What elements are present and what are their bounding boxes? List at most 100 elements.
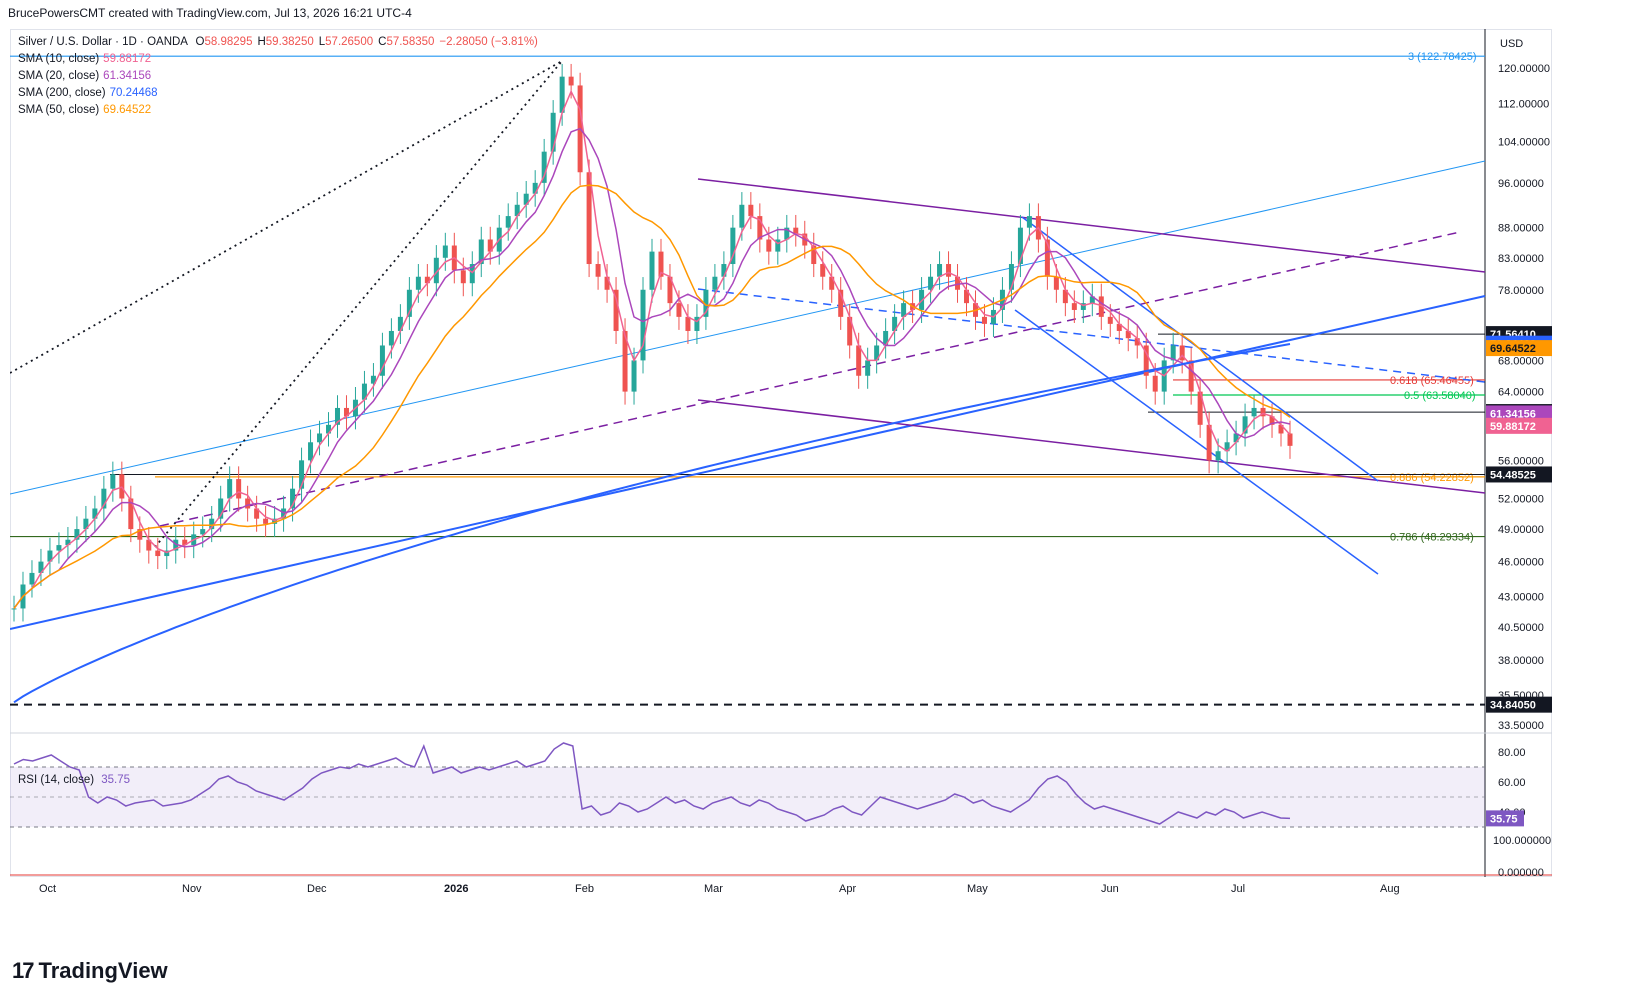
candle-body — [1179, 345, 1185, 361]
candle-body — [433, 257, 439, 284]
time-tick-label: Aug — [1380, 883, 1400, 895]
candle-body — [604, 276, 610, 290]
candle — [640, 277, 646, 374]
price-tick-label: 78.00000 — [1498, 285, 1544, 297]
candle-body — [218, 498, 224, 519]
candle — [586, 159, 592, 278]
candle-body — [937, 264, 943, 277]
candle — [775, 226, 781, 265]
candle — [478, 226, 484, 278]
candle — [334, 395, 340, 438]
candle — [1089, 283, 1095, 317]
candle-body — [622, 330, 628, 392]
candle-body — [775, 239, 781, 252]
candle — [1242, 403, 1248, 447]
price-badge: 54.48525 — [1486, 466, 1552, 483]
time-tick-label: Feb — [575, 883, 594, 895]
candle-body — [245, 498, 251, 509]
candle — [317, 420, 323, 456]
price-badge: 34.84050 — [1486, 696, 1552, 713]
candle — [146, 526, 152, 564]
candle — [514, 192, 520, 230]
candle — [460, 257, 466, 297]
price-badge-label: 61.34156 — [1490, 408, 1536, 420]
candle-body — [649, 251, 655, 290]
candle-body — [209, 518, 215, 530]
candle-body — [532, 182, 538, 194]
candle-body — [308, 442, 314, 461]
candle-body — [227, 479, 233, 499]
candle — [1026, 203, 1032, 241]
candle-body — [739, 204, 745, 228]
candle-body — [586, 172, 592, 265]
candle-body — [946, 264, 952, 277]
wedge-upper-line — [697, 178, 1486, 273]
price-badge-bg — [1486, 417, 1552, 434]
candle — [433, 245, 439, 297]
candle — [47, 537, 53, 575]
candle — [469, 251, 475, 297]
candle-body — [694, 316, 700, 331]
candle-body — [146, 539, 152, 551]
candle-body — [299, 460, 305, 489]
price-badge-bg — [1486, 405, 1552, 422]
candle — [541, 138, 547, 196]
indicator-row[interactable]: SMA (200, close) 70.24468 — [18, 85, 538, 102]
candle-body — [1224, 442, 1230, 452]
rsi-label: RSI (14, close) — [18, 774, 95, 786]
indicator-row[interactable]: SMA (50, close) 69.64522 — [18, 102, 538, 119]
rsi-tick-label: 60.00 — [1498, 777, 1526, 789]
candle-body — [793, 227, 799, 234]
time-tick-label: Mar — [704, 883, 723, 895]
candle-body — [1089, 296, 1095, 304]
candle — [74, 516, 80, 553]
fib-level-label: 3 (122.78425) — [1408, 51, 1477, 63]
price-badge-bg — [1486, 340, 1552, 357]
candle-body — [559, 76, 565, 113]
candle-body — [397, 316, 403, 331]
candle — [326, 412, 332, 447]
indicator-row[interactable]: SMA (20, close) 61.34156 — [18, 68, 538, 85]
candle-body — [1071, 303, 1077, 310]
candle — [1260, 395, 1266, 430]
candle — [1080, 290, 1086, 323]
ohlc-item: H59.38250 — [257, 36, 314, 48]
dotted-line-b — [154, 60, 563, 548]
sma-50-line — [13, 184, 1291, 609]
indicator-value: 69.64522 — [103, 104, 152, 116]
candle — [29, 560, 35, 598]
candle-body — [29, 572, 35, 585]
chart-canvas[interactable]: USD 120.00000 112.00000 104.00000 96.00000 88… — [10, 29, 1552, 941]
fib-level-label: 0.886 (54.22852) — [1390, 472, 1474, 484]
candle-body — [424, 276, 430, 284]
candle-body — [1053, 276, 1059, 290]
rsi-line — [13, 742, 1291, 825]
time-tick-label: 2026 — [444, 883, 468, 895]
candle-body — [1170, 345, 1176, 361]
candle — [1224, 429, 1230, 465]
candle — [1188, 347, 1194, 405]
rsi-legend: RSI (14, close) 35.75 — [18, 774, 130, 786]
candle-body — [388, 330, 394, 346]
candle-body — [730, 227, 736, 265]
indicator-value: 59.88172 — [103, 53, 152, 65]
candle-body — [1188, 360, 1194, 392]
candle — [1116, 311, 1122, 345]
candle — [442, 232, 448, 271]
candle-body — [1116, 323, 1122, 331]
indicator-row[interactable]: SMA (10, close) 59.88172 — [18, 51, 538, 68]
candle — [370, 363, 376, 397]
candle — [730, 214, 736, 278]
candle — [631, 347, 637, 405]
indicator-label: SMA (10, close) — [18, 53, 100, 65]
candle-body — [1206, 424, 1212, 461]
candle — [1251, 395, 1257, 430]
candle-body — [1233, 433, 1239, 443]
rsi-tick-label: 80.00 — [1498, 747, 1526, 759]
candle — [379, 332, 385, 389]
candle-body — [65, 539, 71, 546]
candle-body — [595, 264, 601, 277]
candle — [101, 475, 107, 522]
candle-body — [541, 151, 547, 183]
rsi-tick-label: 0.000000 — [1498, 867, 1544, 879]
